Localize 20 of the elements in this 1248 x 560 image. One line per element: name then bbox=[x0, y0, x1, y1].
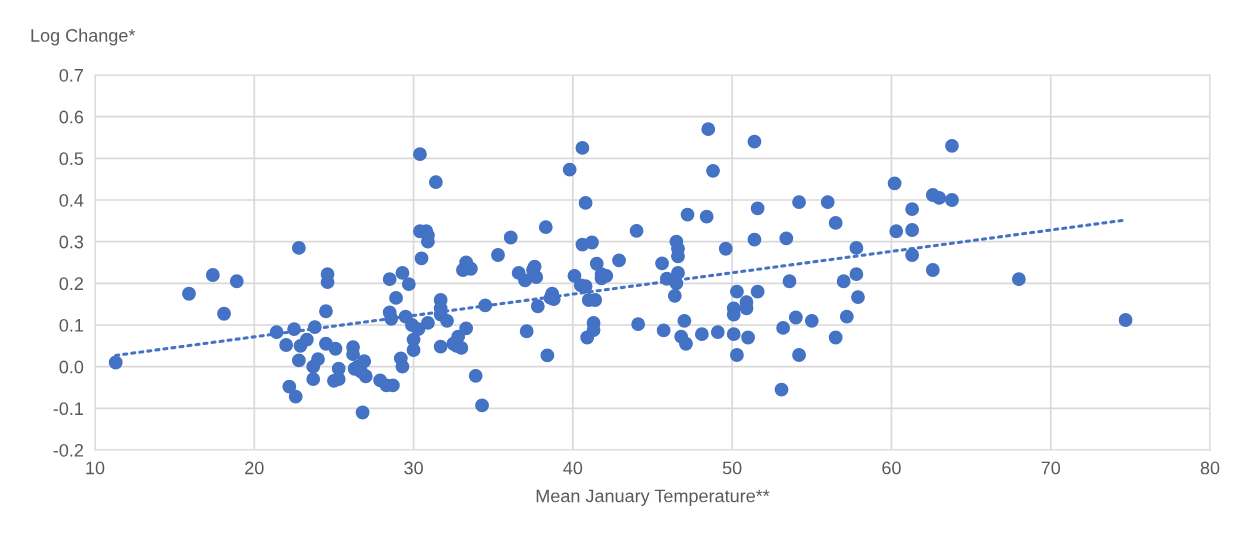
y-tick-label: 0.3 bbox=[59, 235, 84, 249]
y-axis-title: Log Change* bbox=[31, 28, 136, 46]
y-tick-label: -0.2 bbox=[53, 443, 83, 457]
x-tick-label: 10 bbox=[86, 461, 105, 475]
x-tick-label: 80 bbox=[1200, 461, 1220, 475]
y-tick-label: 0.4 bbox=[59, 193, 84, 207]
x-tick-label: 70 bbox=[1041, 461, 1061, 475]
y-tick-label: 0.6 bbox=[59, 110, 84, 124]
y-tick-label: 0.5 bbox=[59, 152, 84, 166]
x-axis-title: Mean January Temperature** bbox=[536, 489, 770, 506]
y-tick-label: 0.0 bbox=[59, 360, 84, 374]
y-tick-label: -0.1 bbox=[53, 402, 84, 416]
x-tick-label: 30 bbox=[404, 461, 423, 475]
x-tick-label: 60 bbox=[882, 461, 901, 475]
x-tick-label: 50 bbox=[722, 461, 742, 475]
y-tick-label: 0.1 bbox=[59, 318, 84, 332]
x-tick-label: 20 bbox=[245, 461, 264, 475]
y-tick-label: 0.2 bbox=[59, 277, 83, 291]
y-tick-label: 0.7 bbox=[59, 68, 83, 82]
x-tick-label: 40 bbox=[563, 461, 583, 475]
